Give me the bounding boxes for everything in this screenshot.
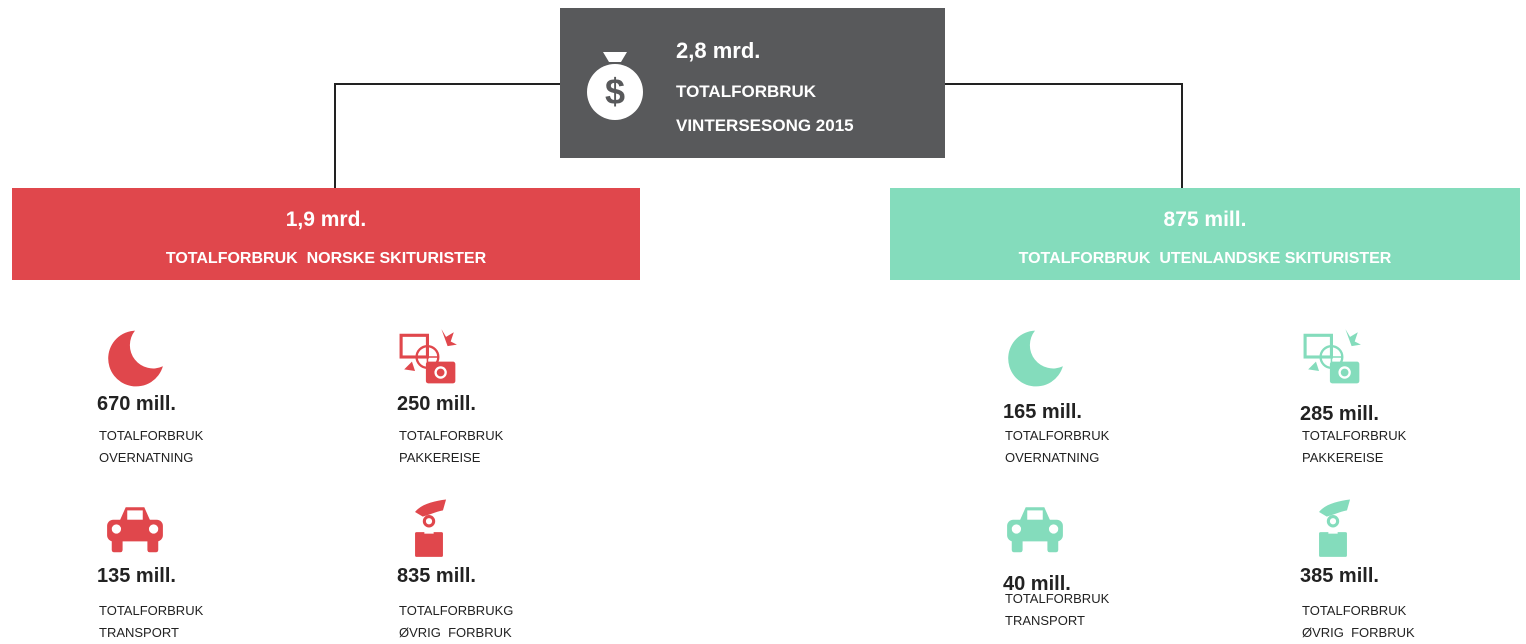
group-box	[890, 188, 1520, 280]
total-label: VINTERSESONG 2015	[676, 116, 854, 135]
group-box	[12, 188, 640, 280]
item-label: OVERNATNING	[99, 450, 193, 465]
item-label: TOTALFORBRUK	[1302, 603, 1407, 618]
item-value: 670 mill.	[97, 393, 176, 415]
category-icon	[399, 327, 459, 385]
item-value: 40 mill.	[1003, 573, 1071, 595]
item-value: 165 mill.	[1003, 401, 1082, 423]
category-icon	[1008, 330, 1063, 387]
item-label: TOTALFORBRUK	[399, 428, 504, 443]
group-value: 1,9 mrd.	[286, 208, 367, 231]
item-label: TOTALFORBRUK	[1302, 428, 1407, 443]
item-label: TOTALFORBRUKG	[399, 603, 513, 618]
item-label: TOTALFORBRUK	[1005, 591, 1110, 606]
item-value: 135 mill.	[97, 565, 176, 587]
item-label: TRANSPORT	[99, 625, 179, 640]
category-icon	[107, 507, 163, 553]
item-label: TOTALFORBRUK	[99, 428, 204, 443]
item-value: 835 mill.	[397, 565, 476, 587]
total-value: 2,8 mrd.	[676, 38, 760, 63]
category-icon	[108, 330, 163, 387]
category-icon	[1007, 507, 1063, 553]
category-icon	[1303, 327, 1363, 385]
money-bag-icon: $	[587, 52, 643, 120]
item-label: TOTALFORBRUK	[99, 603, 204, 618]
item-label: PAKKEREISE	[399, 450, 481, 465]
total-label: TOTALFORBRUK	[676, 82, 817, 101]
group-label: TOTALFORBRUK NORSKE SKITURISTER	[166, 250, 487, 267]
category-icon	[413, 498, 448, 559]
item-value: 285 mill.	[1300, 403, 1379, 425]
item-value: 250 mill.	[397, 393, 476, 415]
item-value: 385 mill.	[1300, 565, 1379, 587]
item-label: TOTALFORBRUK	[1005, 428, 1110, 443]
group-value: 875 mill.	[1164, 208, 1247, 231]
item-label: OVERNATNING	[1005, 450, 1099, 465]
item-label: PAKKEREISE	[1302, 450, 1384, 465]
item-label: ØVRIG FORBRUK	[399, 625, 512, 640]
category-icon	[1317, 498, 1352, 559]
svg-text:$: $	[605, 71, 625, 112]
connector	[334, 83, 560, 188]
connector	[945, 83, 1183, 188]
item-label: ØVRIG FORBRUK	[1302, 625, 1415, 640]
item-label: TRANSPORT	[1005, 613, 1085, 628]
group-label: TOTALFORBRUK UTENLANDSKE SKITURISTER	[1019, 250, 1392, 267]
